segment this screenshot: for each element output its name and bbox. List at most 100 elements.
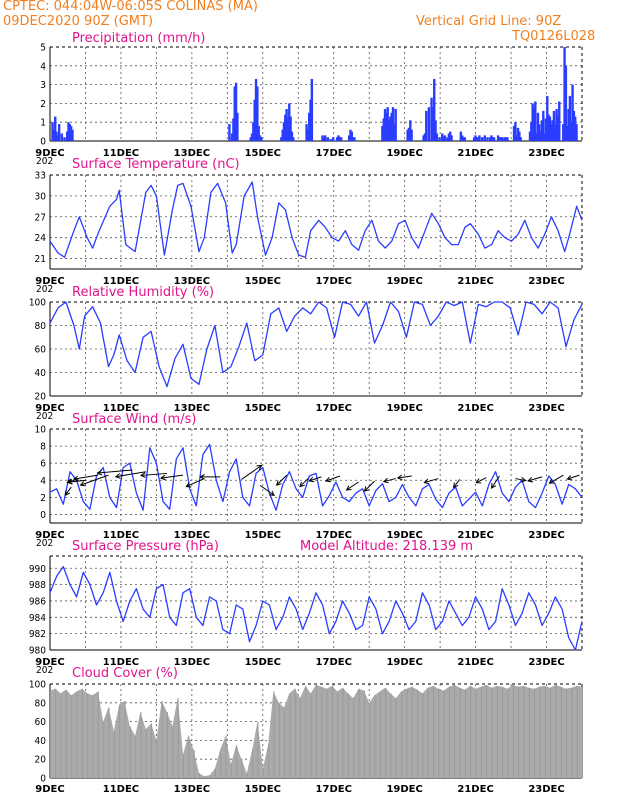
precip-bar [504, 137, 508, 141]
precip-bar [531, 103, 534, 141]
cloud-cover-bar [523, 685, 525, 778]
wind-arrow [476, 477, 487, 484]
wind-arrow [383, 478, 396, 483]
cloud-cover-bar [209, 775, 211, 778]
cloud-cover-bar [204, 776, 206, 778]
y-tick-label: 990 [29, 564, 46, 575]
precip-bar [422, 135, 425, 141]
precip-bar [430, 97, 433, 141]
cloud-cover-bar [576, 685, 578, 778]
x-tick-label: 9DEC [35, 148, 64, 159]
precip-bar [542, 110, 545, 141]
y-tick-label: 2 [40, 99, 46, 110]
x-tick-label: 19DEC [386, 530, 422, 541]
y-tick-label: 27 [35, 212, 46, 223]
wind-arrow [186, 478, 205, 488]
precip-bar [534, 101, 537, 141]
cloud-cover-bar [449, 686, 450, 778]
cloud-cover-bar [316, 684, 317, 778]
precip-bar [518, 131, 521, 141]
x-tick-label: 23DEC [528, 657, 564, 668]
cloud-cover-bar [342, 687, 344, 778]
y-tick-label: 33 [35, 171, 46, 182]
panel-2: Surface Temperature (nC) 21 24 27 30 33 9DEC 11… [35, 157, 583, 295]
cloud-cover-bar [151, 723, 153, 778]
x-tick-label: 13DEC [174, 148, 210, 159]
wind-arrow [549, 474, 564, 484]
cloud-cover-bar [491, 687, 493, 778]
y-tick-label: 60 [35, 345, 47, 356]
cloud-cover-bar [183, 754, 184, 778]
wind-arrow [309, 476, 322, 482]
precip-bar [57, 124, 61, 141]
x-tick-label: 9DEC [35, 657, 64, 668]
y-tick-label: 24 [35, 233, 47, 244]
cloud-cover-bar [246, 773, 248, 778]
precip-bar [381, 125, 384, 141]
precip-bar [543, 133, 546, 141]
model-altitude: Model Altitude: 218.139 m [300, 539, 473, 554]
y-tick-label: 984 [29, 613, 46, 624]
year-fragment: 202 [36, 284, 53, 295]
precip-bar [472, 137, 476, 141]
precip-bar [506, 137, 509, 141]
wind-arrow [397, 475, 412, 479]
cloud-cover-bar [225, 735, 227, 778]
wind-arrow [259, 484, 275, 496]
cloud-cover-bar [534, 688, 536, 778]
precip-bar [306, 129, 310, 141]
y-tick-label: 3 [40, 80, 46, 91]
year-fragment: 202 [36, 665, 53, 676]
wind-arrow [491, 475, 500, 489]
cloud-cover-bar [220, 749, 222, 778]
cloud-cover-bar [475, 688, 477, 778]
precip-bar [502, 139, 505, 141]
cloud-cover-bar [193, 749, 195, 778]
cloud-cover-bar [230, 763, 232, 778]
precip-bar [406, 129, 409, 141]
cloud-cover-bar [480, 686, 482, 778]
y-tick-label: 10 [35, 425, 47, 436]
year-fragment: 202 [36, 538, 53, 549]
y-tick-label: 988 [29, 580, 46, 591]
cloud-cover-bar [353, 698, 355, 778]
cloud-cover-bar [438, 688, 440, 778]
x-tick-label: 11DEC [103, 784, 139, 795]
cloud-cover-bar [65, 689, 67, 778]
cloud-cover-bar [81, 688, 83, 778]
precip-bar [69, 125, 73, 141]
cloud-cover-bar [278, 702, 280, 778]
y-tick-label: 2 [40, 493, 46, 504]
precip-bar [290, 131, 294, 141]
wind-arrow [80, 474, 109, 486]
x-tick-label: 17DEC [316, 148, 352, 159]
x-tick-label: 21DEC [457, 784, 493, 795]
precip-bar [323, 135, 327, 141]
x-tick-label: 15DEC [245, 784, 281, 795]
precip-bar [228, 124, 231, 141]
series-line [49, 443, 583, 511]
cloud-cover-bar [50, 690, 51, 778]
wind-arrow-head [363, 486, 370, 492]
cloud-cover-bar [566, 688, 568, 778]
cloud-cover-bar [145, 729, 147, 778]
y-tick-label: 8 [40, 442, 46, 453]
cloud-cover-bar [507, 688, 509, 778]
y-tick-label: 30 [35, 191, 47, 202]
grid-note: Vertical Grid Line: 90Z [416, 14, 562, 29]
wind-arrow [299, 478, 309, 487]
header: CPTEC: 044:04W-06:05S COLINAS (MA) 09DEC… [0, 0, 618, 46]
wind-arrow [241, 465, 262, 480]
precip-bar [566, 125, 569, 141]
y-tick-label: 40 [35, 736, 47, 747]
precip-bar [232, 118, 235, 141]
cloud-cover-bar [433, 685, 435, 778]
precip-bar [575, 124, 578, 141]
precip-bar [528, 131, 532, 141]
precip-bar [435, 133, 439, 141]
y-tick-label: 21 [35, 254, 46, 265]
precip-bar [252, 122, 255, 141]
x-tick-label: 21DEC [457, 276, 493, 287]
cloud-cover-bar [289, 693, 291, 778]
